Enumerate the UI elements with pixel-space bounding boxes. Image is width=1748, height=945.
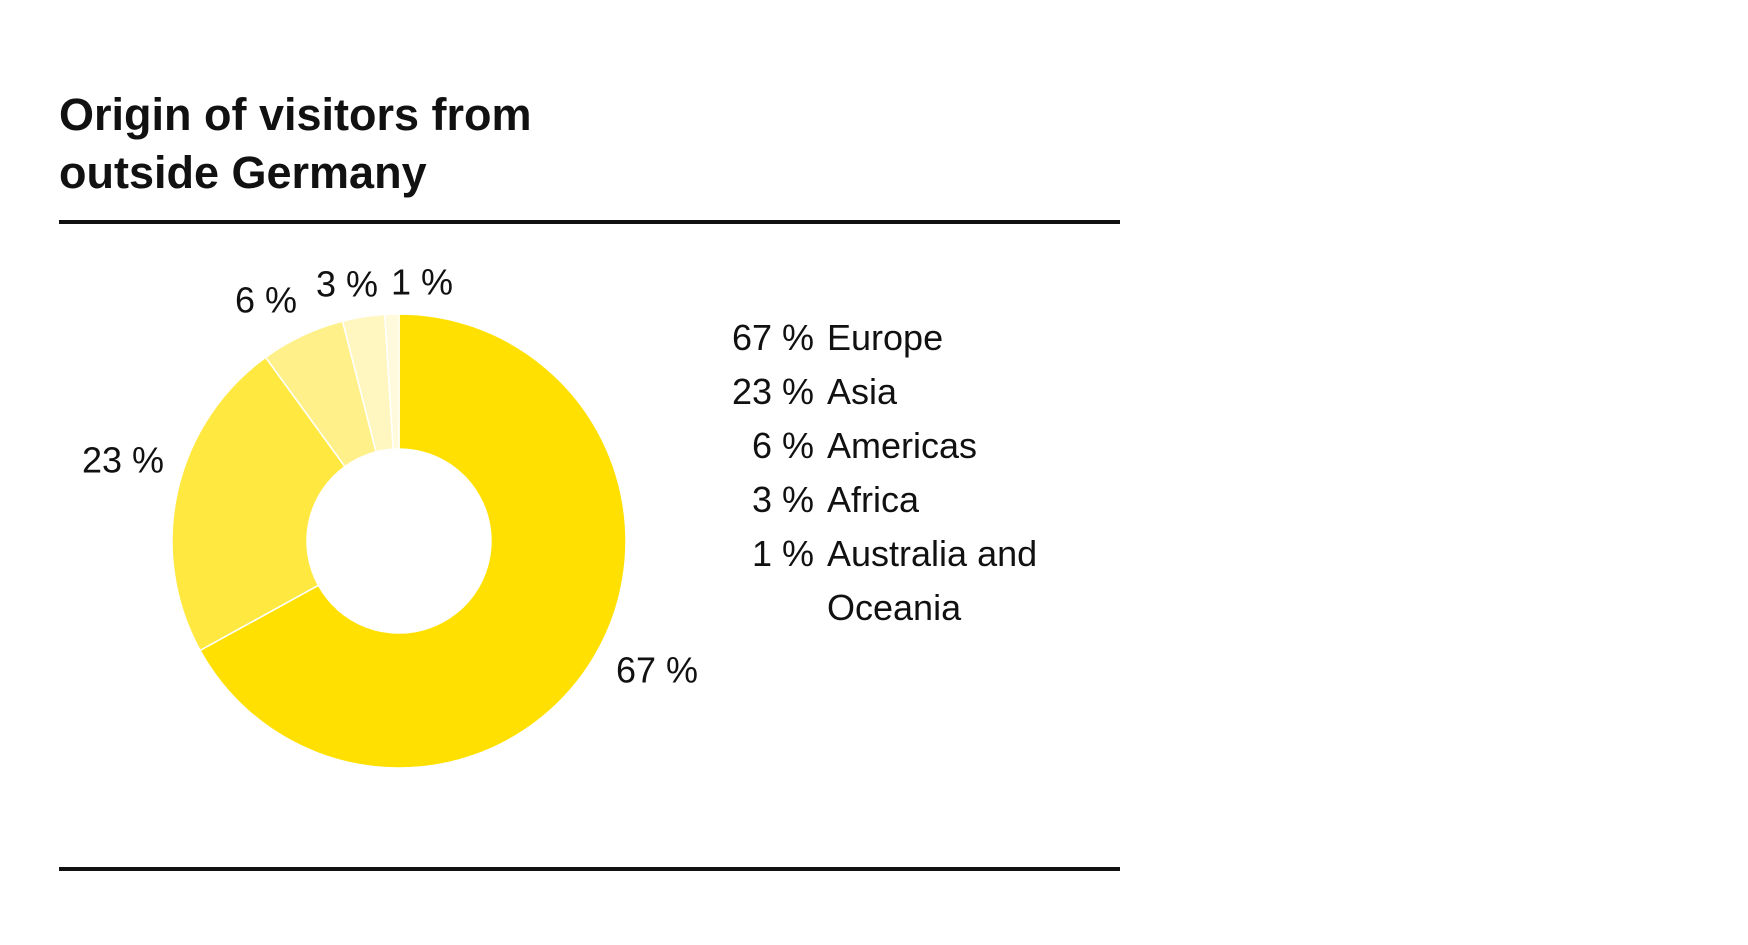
- legend-label: Africa: [827, 479, 920, 520]
- legend-label: Asia: [827, 371, 898, 412]
- legend-value: 23 %: [731, 371, 814, 412]
- legend-entry: 23 % Asia: [680, 365, 1067, 419]
- legend-value: 3 %: [751, 479, 814, 520]
- data-label: 6 %: [235, 280, 297, 321]
- legend-value: 67 %: [731, 317, 814, 358]
- legend-label: Australia and Oceania: [827, 533, 1038, 628]
- data-label: 3 %: [316, 264, 378, 305]
- legend-entry: 6 % Americas: [680, 419, 1067, 473]
- legend-label: Europe: [827, 317, 944, 358]
- donut-slice: [171, 356, 346, 652]
- donut-slice: [383, 313, 400, 450]
- legend-entry: 3 % Africa: [680, 473, 1067, 527]
- donut-slice: [199, 313, 627, 769]
- legend-label: Americas: [827, 425, 978, 466]
- rule: [59, 220, 1120, 224]
- legend-value: 6 %: [751, 425, 814, 466]
- legend-entry: 67 % Europe: [680, 311, 1067, 365]
- chart-title: Origin of visitors from outside Germany: [59, 89, 532, 198]
- rule: [59, 867, 1120, 871]
- data-label: 1 %: [391, 262, 453, 303]
- legend-value: 1 %: [751, 533, 814, 574]
- data-label: 23 %: [82, 440, 164, 481]
- legend-entry: 1 % Australia and Oceania: [680, 527, 1067, 635]
- data-label: 67 %: [616, 650, 698, 691]
